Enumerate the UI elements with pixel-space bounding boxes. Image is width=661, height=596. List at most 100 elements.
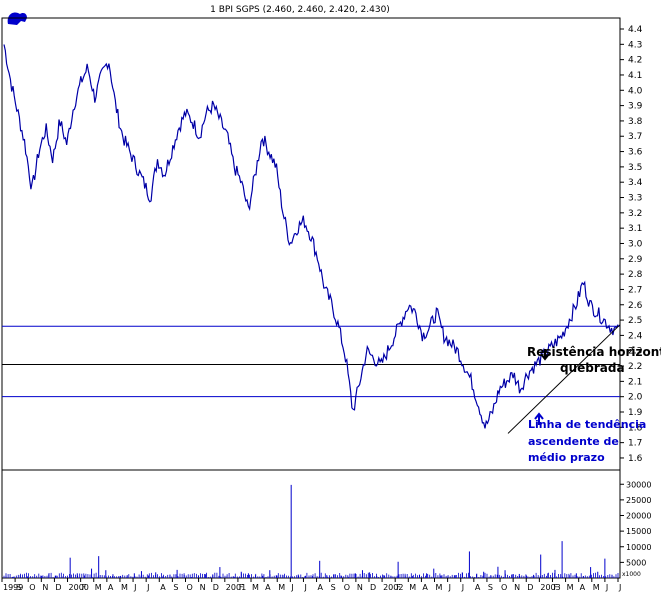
price-tick-label: 2.6 bbox=[628, 301, 643, 311]
price-tick-label: 3.3 bbox=[628, 194, 642, 204]
x-tick-label: J bbox=[618, 583, 621, 592]
price-tick-label: 1.6 bbox=[628, 454, 643, 464]
price-tick-label: 2.5 bbox=[628, 316, 642, 326]
price-tick-label: 4.0 bbox=[628, 86, 643, 96]
x-tick-label: O bbox=[29, 583, 35, 592]
x-tick-label: M bbox=[95, 583, 102, 592]
price-tick-label: 1.9 bbox=[628, 408, 643, 418]
x-tick-label: M bbox=[593, 583, 600, 592]
price-tick-label: 1.8 bbox=[628, 423, 643, 433]
x-tick-label: D bbox=[213, 583, 219, 592]
x-tick-label: F bbox=[396, 583, 401, 592]
price-tick-label: 3.8 bbox=[628, 117, 643, 127]
x-tick-label: J bbox=[290, 583, 293, 592]
price-tick-label: 2.4 bbox=[628, 331, 643, 341]
chart-title: 1 BPI SGPS (2.460, 2.460, 2.420, 2.430) bbox=[210, 5, 390, 15]
x-tick-label: A bbox=[318, 583, 324, 592]
price-tick-label: 4.3 bbox=[628, 40, 642, 50]
price-tick-label: 1.7 bbox=[628, 439, 642, 449]
price-tick-label: 4.2 bbox=[628, 56, 642, 66]
volume-tick-label: 25000 bbox=[626, 496, 651, 505]
x-tick-label: O bbox=[344, 583, 350, 592]
price-tick-label: 2.7 bbox=[628, 285, 642, 295]
x-tick-label: J bbox=[303, 583, 306, 592]
x-tick-label: J bbox=[605, 583, 608, 592]
price-tick-label: 2.2 bbox=[628, 362, 642, 372]
x-tick-label: D bbox=[370, 583, 376, 592]
x-tick-label: N bbox=[42, 583, 48, 592]
price-tick-label: 3.9 bbox=[628, 102, 643, 112]
x-tick-label: M bbox=[409, 583, 416, 592]
x-tick-label: A bbox=[475, 583, 481, 592]
x-tick-label: M bbox=[567, 583, 574, 592]
x-tick-label: D bbox=[527, 583, 533, 592]
trend-line bbox=[507, 324, 621, 434]
volume-tick-label: 30000 bbox=[626, 480, 651, 489]
price-tick-label: 3.0 bbox=[628, 239, 643, 249]
price-tick-label: 2.3 bbox=[628, 347, 642, 357]
x-tick-label: S bbox=[173, 583, 178, 592]
bull-logo-icon bbox=[7, 12, 27, 25]
price-tick-label: 3.5 bbox=[628, 163, 642, 173]
down-arrow-icon bbox=[540, 349, 550, 361]
price-tick-label: 4.1 bbox=[628, 71, 642, 81]
x-tick-label: 2002 bbox=[383, 583, 403, 592]
x-tick-label: F bbox=[553, 583, 558, 592]
x-tick-label: A bbox=[265, 583, 271, 592]
price-tick-label: 4.4 bbox=[628, 25, 643, 35]
volume-tick-label: 15000 bbox=[626, 527, 651, 536]
x-tick-label: M bbox=[436, 583, 443, 592]
price-tick-label: 3.7 bbox=[628, 132, 642, 142]
x-tick-label: A bbox=[422, 583, 428, 592]
price-tick-label: 2.0 bbox=[628, 393, 643, 403]
volume-tick-label: 20000 bbox=[626, 512, 651, 521]
x-tick-label: M bbox=[278, 583, 285, 592]
x-tick-label: S bbox=[331, 583, 336, 592]
x-tick-label: A bbox=[108, 583, 114, 592]
x-tick-label: S bbox=[16, 583, 21, 592]
price-series-line bbox=[3, 44, 619, 429]
x-tick-label: J bbox=[448, 583, 451, 592]
price-frame bbox=[1, 17, 621, 471]
x-tick-label: 2001 bbox=[226, 583, 246, 592]
x-tick-label: S bbox=[488, 583, 493, 592]
price-tick-label: 2.1 bbox=[628, 377, 642, 387]
annotation-text: Resistência horizontal bbox=[527, 345, 661, 359]
x-tick-label: N bbox=[357, 583, 363, 592]
annotation-text: quebrada bbox=[560, 361, 625, 375]
x-tick-label: O bbox=[186, 583, 192, 592]
price-tick-label: 3.1 bbox=[628, 224, 642, 234]
x-tick-label: N bbox=[514, 583, 520, 592]
volume-background bbox=[3, 572, 619, 578]
x-tick-label: 1999 bbox=[3, 583, 23, 592]
x-tick-label: 2003 bbox=[540, 583, 560, 592]
price-tick-label: 3.4 bbox=[628, 178, 643, 188]
annotation-text: ascendente de bbox=[528, 435, 619, 448]
x-tick-label: N bbox=[200, 583, 206, 592]
x-tick-label: J bbox=[461, 583, 464, 592]
x-tick-label: F bbox=[239, 583, 244, 592]
price-series-shadow bbox=[3, 44, 619, 429]
x-tick-label: M bbox=[252, 583, 259, 592]
x-tick-label: J bbox=[146, 583, 149, 592]
x-tick-label: M bbox=[121, 583, 128, 592]
price-tick-label: 3.6 bbox=[628, 148, 643, 158]
annotation-text: Linha de tendência bbox=[528, 418, 646, 431]
x-tick-label: 2000 bbox=[69, 583, 89, 592]
x-tick-label: A bbox=[160, 583, 166, 592]
x-tick-label: O bbox=[501, 583, 507, 592]
x-tick-label: J bbox=[133, 583, 136, 592]
up-arrow-icon bbox=[534, 412, 544, 425]
volume-frame bbox=[1, 469, 621, 579]
volume-unit-label: x1000 bbox=[622, 571, 641, 578]
volume-tick-label: 10000 bbox=[626, 543, 651, 552]
price-tick-label: 2.8 bbox=[628, 270, 643, 280]
price-tick-label: 3.2 bbox=[628, 209, 642, 219]
x-tick-label: A bbox=[580, 583, 586, 592]
x-tick-label: F bbox=[82, 583, 87, 592]
annotation-text: médio prazo bbox=[528, 451, 605, 464]
volume-tick-label: 5000 bbox=[626, 558, 646, 567]
price-tick-label: 2.9 bbox=[628, 255, 643, 265]
